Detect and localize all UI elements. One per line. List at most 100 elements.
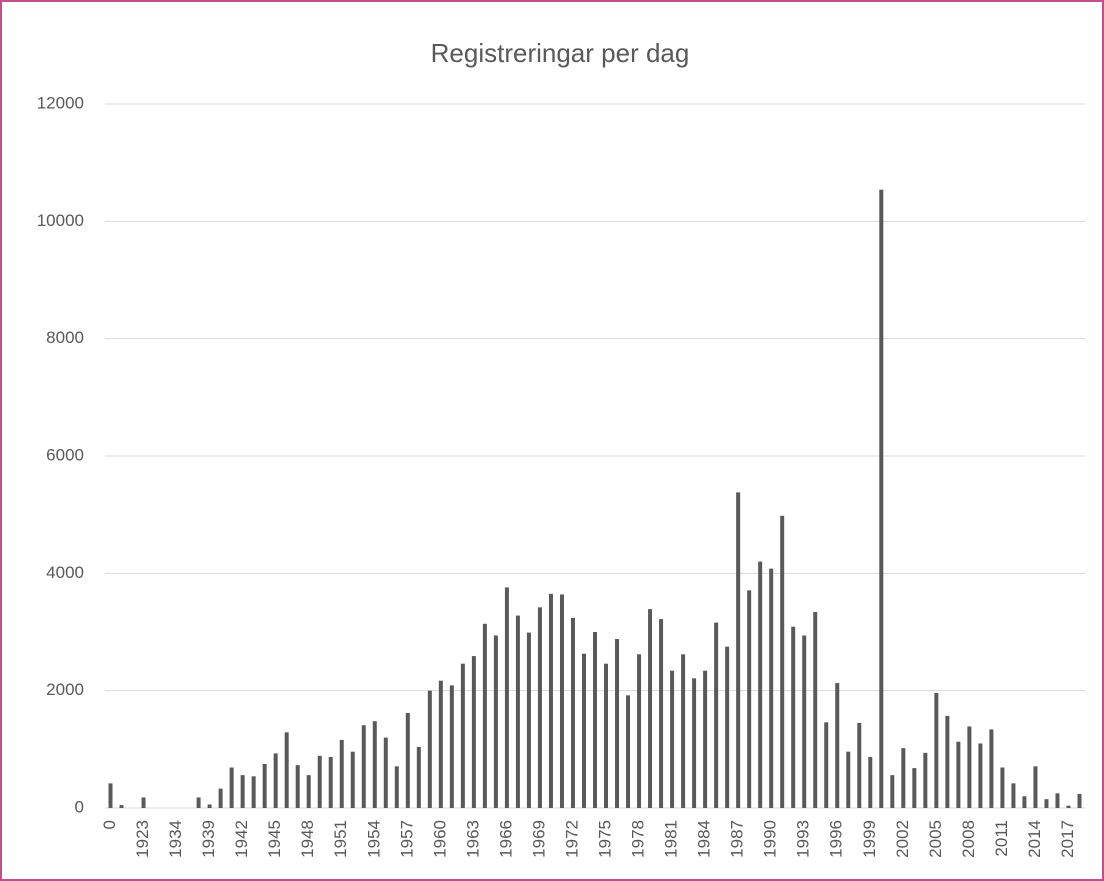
bar — [141, 797, 146, 808]
bar — [967, 726, 972, 808]
bar — [1066, 805, 1071, 808]
bar — [240, 775, 245, 808]
bar — [1022, 796, 1027, 808]
bar — [350, 751, 355, 808]
x-tick-label: 1963 — [463, 820, 482, 858]
y-tick-label: 2000 — [46, 680, 84, 699]
x-tick-label: 2005 — [926, 820, 945, 858]
bar — [791, 626, 796, 808]
bar — [692, 678, 697, 808]
bar — [262, 764, 267, 808]
x-tick-label: 1981 — [662, 820, 681, 858]
x-tick-label: 1996 — [827, 820, 846, 858]
bar — [273, 753, 278, 808]
x-tick-label: 1969 — [529, 820, 548, 858]
bar — [493, 635, 498, 808]
bar — [119, 805, 124, 808]
x-tick-label: 2011 — [992, 820, 1011, 857]
bar — [405, 712, 410, 808]
bar — [515, 615, 520, 808]
bar — [714, 622, 719, 808]
bar — [317, 755, 322, 808]
x-tick-label: 1975 — [595, 820, 614, 858]
y-tick-label: 8000 — [46, 328, 84, 347]
bar — [978, 743, 983, 808]
x-tick-label: 1984 — [695, 820, 714, 858]
y-tick-label: 0 — [75, 797, 84, 816]
bar — [526, 632, 531, 808]
x-tick-label: 1942 — [232, 820, 251, 858]
y-tick-label: 10000 — [37, 211, 84, 230]
bar — [416, 746, 421, 808]
bar — [328, 756, 333, 808]
bar — [449, 685, 454, 808]
bar — [1000, 767, 1005, 808]
x-tick-label: 1945 — [265, 820, 284, 858]
bar — [890, 775, 895, 808]
bar — [780, 515, 785, 808]
bar — [956, 741, 961, 808]
x-tick-label: 2002 — [893, 820, 912, 858]
y-tick-label: 6000 — [46, 445, 84, 464]
bar — [923, 752, 928, 808]
x-tick-label: 1957 — [397, 820, 416, 858]
chart-title: Registreringar per dag — [431, 38, 690, 68]
bar — [295, 765, 300, 808]
bar — [813, 612, 818, 808]
bar — [604, 663, 609, 808]
bar — [912, 768, 917, 808]
bar — [570, 617, 575, 808]
bar — [438, 680, 443, 808]
bar — [537, 607, 542, 808]
bar — [471, 656, 476, 808]
x-tick-label: 1948 — [298, 820, 317, 858]
x-tick-label: 1934 — [166, 820, 185, 858]
bar — [372, 721, 377, 808]
bar — [251, 776, 256, 808]
bar — [637, 654, 642, 808]
x-tick-label: 1999 — [860, 820, 879, 858]
bar — [1077, 793, 1082, 808]
bar — [758, 561, 763, 808]
bar — [945, 715, 950, 808]
x-tick-label: 1960 — [430, 820, 449, 858]
bar — [736, 492, 741, 808]
bar — [218, 788, 223, 808]
bar — [284, 732, 289, 808]
bar — [460, 663, 465, 808]
x-tick-label: 2008 — [959, 820, 978, 858]
bar — [306, 775, 311, 808]
bar — [1011, 783, 1016, 808]
bar — [207, 804, 212, 808]
x-tick-label: 1972 — [562, 820, 581, 858]
x-tick-label: 2014 — [1025, 820, 1044, 858]
bar — [394, 766, 399, 808]
bar — [901, 748, 906, 808]
y-tick-label: 4000 — [46, 563, 84, 582]
x-tick-label: 1978 — [629, 820, 648, 858]
x-tick-label: 0 — [100, 820, 119, 829]
bar — [1044, 799, 1049, 808]
bar — [835, 683, 840, 808]
bar — [229, 767, 234, 808]
bar — [626, 695, 631, 808]
bar — [824, 722, 829, 808]
bar — [593, 632, 597, 808]
x-tick-label: 1987 — [728, 820, 747, 858]
bar — [1033, 766, 1038, 808]
bar — [868, 756, 873, 808]
bar — [670, 670, 675, 808]
bar — [383, 737, 388, 808]
bar — [648, 609, 653, 808]
bar — [504, 587, 509, 808]
bar — [747, 590, 752, 808]
bar — [615, 639, 620, 808]
bar — [548, 593, 553, 808]
x-tick-label: 1966 — [496, 820, 515, 858]
bar — [1055, 793, 1060, 808]
x-tick-label: 1939 — [199, 820, 218, 858]
bar — [108, 783, 113, 808]
bar — [339, 739, 344, 808]
